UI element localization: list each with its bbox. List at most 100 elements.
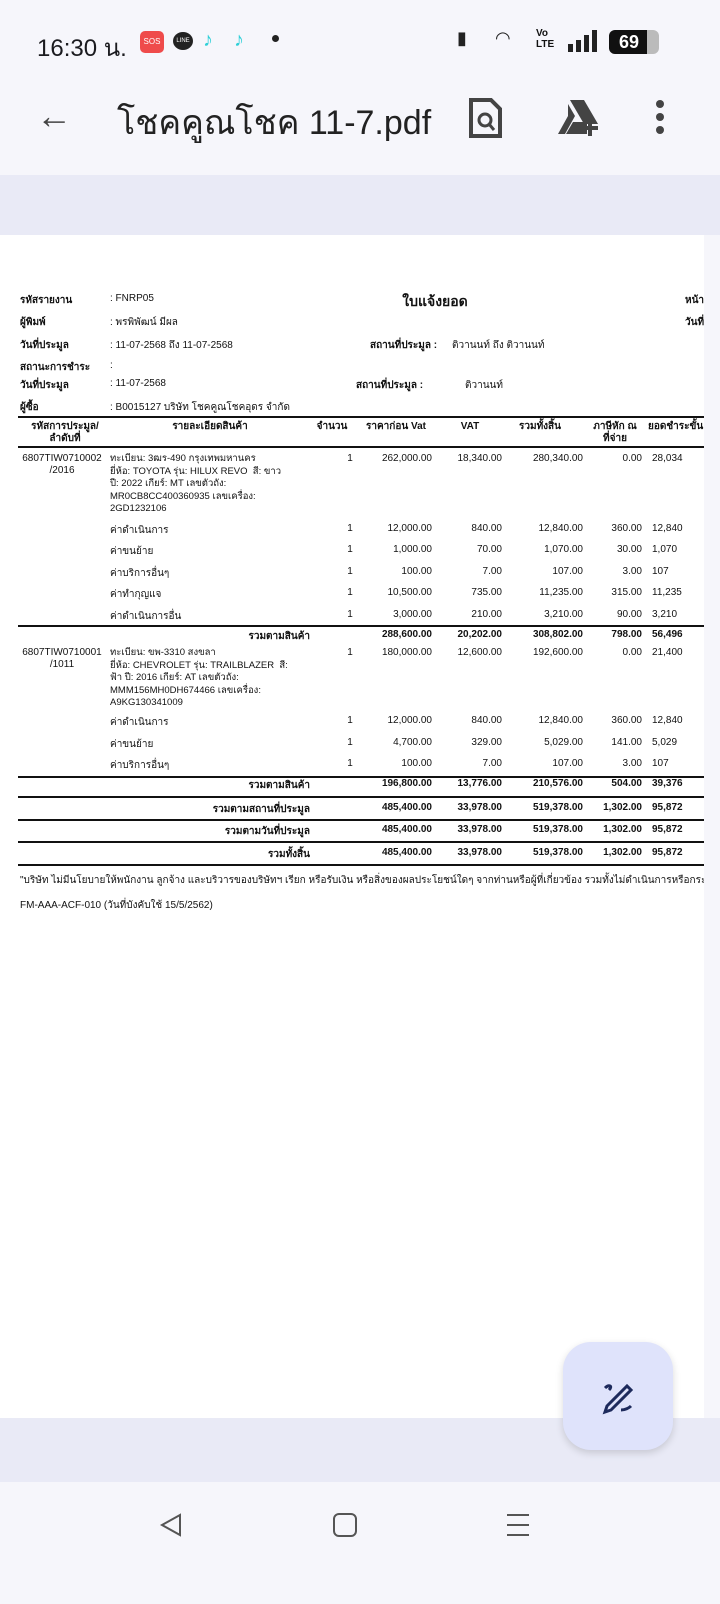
line-app-icon: LINE (173, 32, 193, 50)
page-label: หน้า (685, 295, 704, 306)
table-rule (18, 796, 704, 798)
table-cell: 30.00 (616, 544, 642, 555)
total-cell: 485,400.00 (381, 847, 432, 858)
total-cell: 1,302.00 (603, 847, 642, 858)
location-value: ติวานนท์ (465, 380, 503, 391)
table-rule (18, 416, 704, 418)
table-cell: 3.00 (622, 566, 642, 577)
total-cell: 33,978.00 (457, 802, 503, 813)
table-cell: 11,235 (652, 587, 682, 598)
table-cell: 3,210 (652, 609, 678, 620)
document-search-icon[interactable] (468, 98, 502, 138)
wifi-icon: ◠ (495, 28, 511, 48)
meta-value: : 11-07-2568 ถึง 11-07-2568 (110, 340, 233, 351)
auction-code: 6807TIW0710002 /2016 (22, 453, 102, 476)
table-cell: 1 (347, 647, 353, 658)
table-cell: 1,070 (652, 544, 678, 555)
table-cell: 12,840.00 (538, 523, 584, 534)
subtotal-cell: 20,202.00 (457, 629, 503, 640)
table-cell: 12,000.00 (387, 523, 433, 534)
column-header: รวมทั้งสิ้น (519, 421, 561, 432)
tiktok-icon: ♪ (234, 29, 244, 51)
column-header: รายละเอียดสินค้า (172, 421, 248, 432)
item-name: ค่าทำกุญแจ (110, 589, 162, 600)
table-cell: 107.00 (552, 758, 583, 769)
table-cell: 329.00 (471, 737, 502, 748)
table-cell: 12,840 (652, 715, 683, 726)
disclaimer: "บริษัท ไม่มีนโยบายให้พนักงาน ลูกจ้าง แล… (20, 875, 704, 886)
total-cell: 519,378.00 (532, 824, 583, 835)
total-cell: 519,378.00 (532, 847, 583, 858)
subtotal-cell: 308,802.00 (532, 629, 583, 640)
table-cell: 192,600.00 (532, 647, 583, 658)
edit-pen-icon (602, 1383, 634, 1415)
table-cell: 1 (347, 453, 353, 464)
table-cell: 1 (347, 544, 353, 555)
table-cell: 210.00 (471, 609, 502, 620)
subtotal-cell: 13,776.00 (457, 778, 503, 789)
subtotal-cell: 56,496 (652, 629, 683, 640)
battery-icon: 69 (609, 30, 659, 54)
table-cell: 107.00 (552, 566, 583, 577)
pdf-page[interactable]: ใบแจ้งยอด หน้า วันที่ รหัสรายงาน : FNRP0… (0, 235, 704, 1418)
table-cell: 360.00 (611, 715, 642, 726)
table-cell: 1 (347, 566, 353, 577)
total-label: รวมทั้งสิ้น (268, 849, 310, 860)
subtotal-label: รวมตามสินค้า (248, 631, 310, 642)
table-cell: 840.00 (471, 523, 502, 534)
vehicle-detail: ทะเบียน: ขพ-3310 สงขลา ยี่ห้อ: CHEVROLET… (110, 647, 288, 708)
total-cell: 33,978.00 (457, 824, 503, 835)
table-cell: 7.00 (482, 758, 502, 769)
table-rule (18, 625, 704, 627)
table-cell: 3.00 (622, 758, 642, 769)
item-name: ค่าดำเนินการ (110, 717, 169, 728)
meta-label: วันที่ประมูล (20, 340, 69, 351)
subtotal-cell: 196,800.00 (381, 778, 432, 789)
meta-value: : FNRP05 (110, 293, 154, 304)
nav-recents-icon[interactable] (505, 1512, 531, 1538)
table-cell: 5,029.00 (544, 737, 583, 748)
table-cell: 100.00 (401, 758, 432, 769)
table-cell: 735.00 (471, 587, 502, 598)
table-cell: 10,500.00 (387, 587, 433, 598)
auction-code: 6807TIW0710001 /1011 (22, 647, 102, 670)
location-value: ติวานนท์ ถึง ติวานนท์ (452, 340, 545, 351)
subtotal-cell: 798.00 (611, 629, 642, 640)
meta-value: : พรพิพัฒน์ มีผล (110, 317, 178, 328)
column-header: ยอดชำระขั้น (648, 421, 704, 432)
table-cell: 262,000.00 (381, 453, 432, 464)
table-cell: 1 (347, 587, 353, 598)
location-label: สถานที่ประมูล : (370, 340, 438, 351)
column-header: รหัสการประมูล/ ลำดับที่ (31, 421, 99, 444)
meta-label: ผู้พิมพ์ (20, 317, 46, 328)
table-cell: 1 (347, 523, 353, 534)
meta-value: : 11-07-2568 (110, 378, 166, 389)
back-button[interactable]: ← (36, 95, 72, 136)
table-cell: 1 (347, 715, 353, 726)
subtotal-label: รวมตามสินค้า (248, 780, 310, 791)
column-header: VAT (460, 421, 480, 432)
total-cell: 519,378.00 (532, 802, 583, 813)
table-cell: 21,400 (652, 647, 683, 658)
table-cell: 1 (347, 758, 353, 769)
total-cell: 1,302.00 (603, 802, 642, 813)
table-cell: 1 (347, 609, 353, 620)
more-options-button[interactable] (654, 100, 666, 136)
table-cell: 180,000.00 (381, 647, 432, 658)
nav-home-icon[interactable] (332, 1512, 358, 1538)
nav-back-icon[interactable] (158, 1512, 184, 1538)
table-rule (18, 819, 704, 821)
table-cell: 7.00 (482, 566, 502, 577)
table-cell: 107 (652, 566, 669, 577)
table-cell: 70.00 (476, 544, 502, 555)
column-header: ภาษีหัก ณ ที่จ่าย (593, 421, 637, 444)
table-cell: 3,210.00 (544, 609, 583, 620)
total-label: รวมตามวันที่ประมูล (224, 826, 310, 837)
subtotal-cell: 210,576.00 (532, 778, 583, 789)
edit-button[interactable] (563, 1342, 673, 1450)
meta-label: วันที่ประมูล (20, 380, 69, 391)
google-drive-add-icon[interactable] (556, 98, 602, 138)
subtotal-cell: 504.00 (611, 778, 642, 789)
item-name: ค่าบริการอื่นๆ (110, 760, 170, 771)
form-code: FM-AAA-ACF-010 (วันที่บังคับใช้ 15/5/256… (20, 900, 213, 911)
